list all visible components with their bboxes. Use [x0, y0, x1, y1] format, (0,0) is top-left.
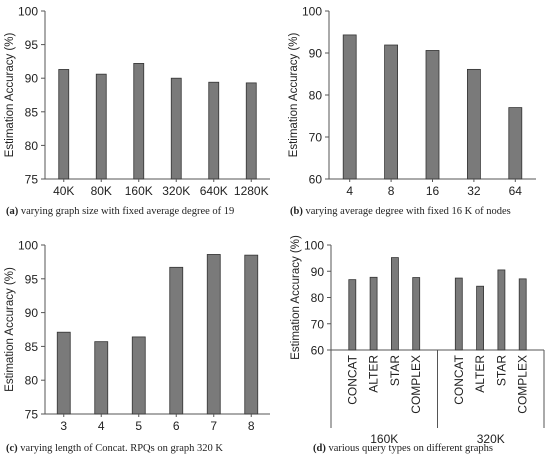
x-tick-label: 1280K — [234, 184, 269, 198]
y-tick-label: 90 — [309, 47, 323, 61]
y-axis-label: Estimation Accuracy (%) — [4, 33, 16, 158]
caption-d-label: (d) — [313, 443, 326, 454]
chart-c: 75 80 85 90 95 100 Estimation Accuracy (%) 3 4 5 6… — [4, 239, 270, 433]
x-tick-label: COMPLEX — [409, 355, 423, 414]
bar — [384, 44, 399, 180]
x-tick-label: 40K — [53, 184, 74, 198]
y-tick-label: 95 — [25, 272, 39, 286]
x-tick-label: 640K — [200, 184, 228, 198]
x-tick-label: 8 — [388, 184, 395, 198]
caption-a-label: (a) — [6, 206, 19, 217]
caption-b-text: varying average degree with fixed 16 K o… — [305, 206, 511, 217]
caption-c-text: varying length of Concat. RPQs on graph … — [20, 443, 223, 454]
x-tick-label: 80K — [91, 184, 112, 198]
bar — [170, 77, 182, 180]
caption-b-label: (b) — [290, 206, 303, 217]
x-tick-label: CONCAT — [345, 354, 359, 404]
y-tick-label: 70 — [309, 131, 323, 145]
y-tick-label: 60 — [309, 173, 323, 187]
group-label: 320K — [477, 432, 505, 446]
x-tick-label: 3 — [60, 419, 67, 433]
y-tick-label: 60 — [311, 344, 325, 358]
bar — [208, 81, 220, 180]
chart-a: 75 80 85 90 95 100 Estimation Accuracy (%) 40K 8… — [4, 5, 270, 198]
x-tick-label: 32 — [467, 184, 481, 198]
bar — [169, 266, 184, 415]
bar — [497, 269, 506, 351]
y-tick-label: 90 — [311, 265, 325, 279]
y-tick-label: 80 — [309, 89, 323, 103]
y-tick-label: 100 — [18, 5, 38, 19]
y-axis-label: Estimation Accuracy (%) — [290, 235, 302, 360]
x-tick-label: 6 — [173, 419, 180, 433]
y-tick-label: 95 — [25, 38, 39, 52]
caption-d-text: various query types on different graphs — [328, 443, 494, 454]
y-tick-label: 85 — [25, 340, 39, 354]
caption-c: (c) varying length of Concat. RPQs on gr… — [6, 443, 223, 454]
x-tick-label: 16 — [426, 184, 440, 198]
x-tick-label: 160K — [125, 184, 153, 198]
x-tick-label: COMPLEX — [516, 355, 530, 414]
x-tick-label: 4 — [346, 184, 353, 198]
y-tick-label: 90 — [25, 306, 39, 320]
bar — [390, 257, 399, 351]
y-tick-label: 70 — [311, 317, 325, 331]
y-tick-label: 100 — [18, 239, 38, 253]
y-tick-label: 80 — [25, 139, 39, 153]
caption-d: (d) various query types on different gra… — [313, 443, 493, 454]
y-tick-label: 100 — [304, 239, 324, 253]
y-axis-label: Estimation Accuracy (%) — [288, 33, 300, 158]
bar — [425, 50, 440, 180]
bar — [348, 279, 357, 351]
bar — [342, 34, 357, 180]
caption-b: (b) varying average degree with fixed 16… — [290, 206, 511, 217]
bar — [244, 254, 259, 415]
y-tick-label: 85 — [25, 105, 39, 119]
bar — [518, 278, 527, 351]
y-tick-label: 80 — [25, 374, 39, 388]
y-tick-label: 75 — [25, 408, 39, 422]
bar — [508, 107, 523, 180]
x-tick-label: 7 — [210, 419, 217, 433]
caption-a-text: varying graph size with fixed average de… — [20, 206, 235, 217]
bar — [131, 336, 146, 415]
x-tick-label: STAR — [494, 355, 508, 386]
bar — [94, 341, 109, 415]
y-tick-label: 100 — [302, 5, 322, 19]
bar — [133, 63, 145, 180]
group-label: 160K — [370, 432, 398, 446]
bar — [466, 68, 481, 180]
bar — [476, 285, 485, 351]
y-tick-label: 80 — [311, 291, 325, 305]
bar — [95, 73, 107, 180]
x-tick-label: CONCAT — [452, 354, 466, 404]
bar — [56, 331, 71, 415]
x-tick-label: 5 — [135, 419, 142, 433]
x-tick-label: ALTER — [367, 355, 381, 393]
bar — [369, 276, 378, 351]
bar — [454, 277, 463, 351]
bar — [412, 277, 421, 351]
x-tick-label: 64 — [509, 184, 523, 198]
bar — [58, 69, 70, 180]
bar — [206, 254, 221, 415]
bar — [245, 82, 257, 180]
chart-b: 60 70 80 90 100 Estimation Accuracy (%) 4 8 16 32… — [288, 5, 536, 198]
x-tick-label: STAR — [388, 355, 402, 386]
x-tick-label: ALTER — [473, 355, 487, 393]
caption-c-label: (c) — [6, 443, 18, 454]
caption-a: (a) varying graph size with fixed averag… — [6, 206, 234, 217]
y-tick-label: 75 — [25, 173, 39, 187]
x-tick-label: 320K — [162, 184, 190, 198]
x-tick-label: 4 — [98, 419, 105, 433]
y-axis-label: Estimation Accuracy (%) — [4, 267, 16, 392]
x-tick-label: 8 — [248, 419, 255, 433]
y-tick-label: 90 — [25, 72, 39, 86]
